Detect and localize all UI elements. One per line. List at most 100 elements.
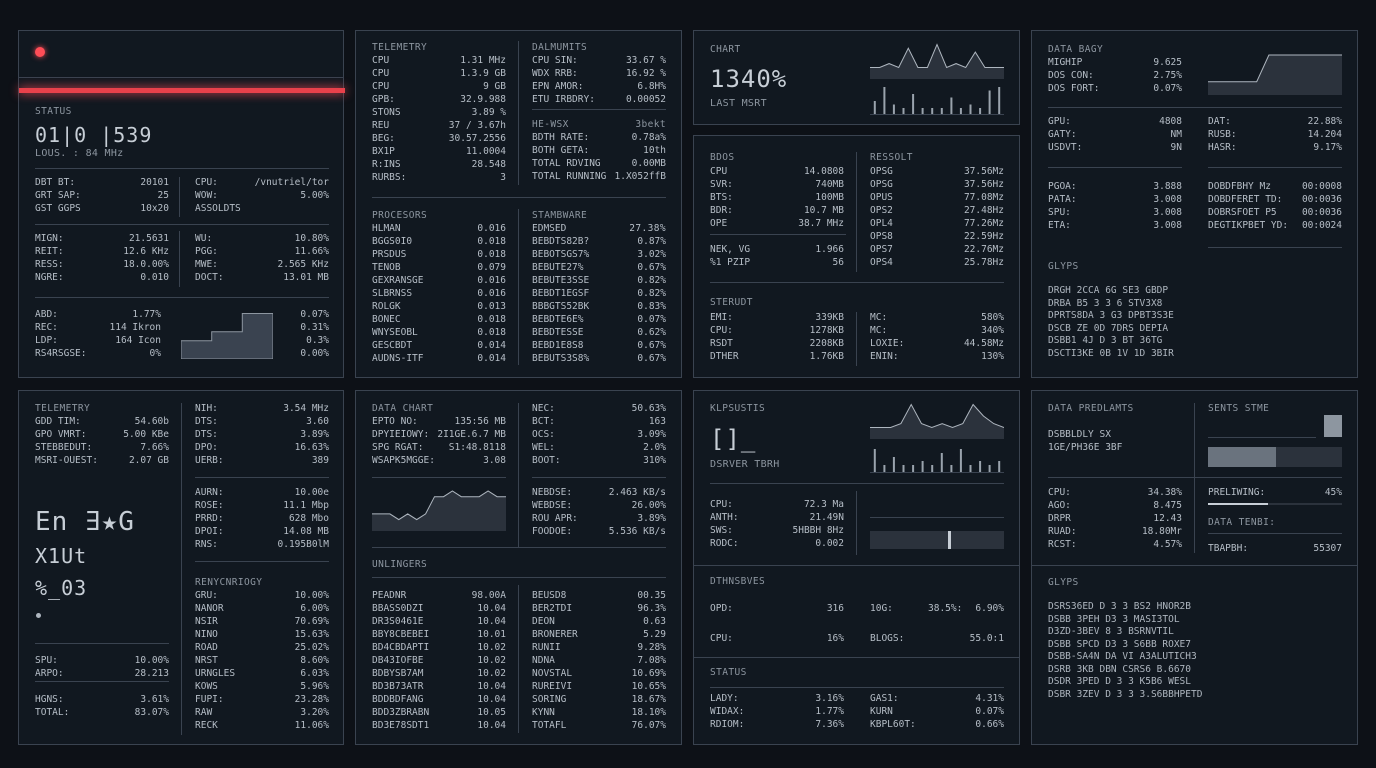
prel-progress-bar bbox=[1208, 503, 1342, 505]
nec-key: NEC: bbox=[532, 403, 555, 414]
renycnriogy-key: NANOR bbox=[195, 603, 224, 614]
telemetry-value: 32.9.988 bbox=[460, 94, 506, 105]
telemetry2-right-top-key: DTS: bbox=[195, 429, 218, 440]
prel-label: PRELIWING: bbox=[1208, 487, 1266, 498]
stambware-key: BEBUTS3S8% bbox=[532, 353, 590, 364]
glyphs-block: DRGH 2CCA 6G SE3 GBDP DRBA B5 3 3 6 STV3X… bbox=[1048, 285, 1174, 360]
nek-value: 56 bbox=[832, 257, 844, 268]
data-predlamts-key: 1GE/PH36E 3BF bbox=[1048, 442, 1123, 453]
mc-key: LOXIE: bbox=[870, 338, 905, 349]
he-key: TOTAL RUNNING bbox=[532, 171, 607, 182]
dat-value: 9.17% bbox=[1313, 142, 1342, 153]
gpu-value: 4808 bbox=[1159, 116, 1182, 127]
glyphs-line: DSCB ZE 0D 7DRS DEPIA bbox=[1048, 322, 1169, 334]
klpsustis-bars-bar bbox=[940, 453, 943, 473]
klpsustis-label: KLPSUSTIS bbox=[710, 403, 766, 414]
unlingers-left-value: 10.02 bbox=[477, 668, 506, 679]
telemetry2-right-mid-value: 628 Mbo bbox=[288, 513, 329, 524]
unlingers-left-key: BDBYSB7AM bbox=[372, 668, 424, 679]
telemetry-key: CPU bbox=[372, 68, 390, 79]
dec-key: DOBDFBHY Mz bbox=[1208, 181, 1271, 192]
dalmumits-value: 33.67 % bbox=[625, 55, 666, 66]
he-key: BDTH RATE: bbox=[532, 132, 590, 143]
dalmumits-value: 16.92 % bbox=[625, 68, 666, 79]
unlingers-right-key: TOTAFL bbox=[532, 720, 567, 731]
nebdse-value: 3.89% bbox=[637, 513, 666, 524]
ressolt-value: 27.48Hz bbox=[963, 205, 1004, 216]
renycnriogy-value: 3.20% bbox=[300, 707, 329, 718]
klpsustis-slider[interactable] bbox=[870, 531, 1004, 549]
telemetry2-right-mid-value: 14.08 MB bbox=[283, 526, 329, 537]
chart-bars-bar bbox=[988, 90, 991, 115]
chart-sub-label: LAST MSRT bbox=[710, 98, 767, 109]
he-key: BOTH GETA: bbox=[532, 145, 590, 156]
processors-value: 0.014 bbox=[477, 340, 506, 351]
dat-key: HASR: bbox=[1208, 142, 1237, 153]
unlingers-right-value: 18.10% bbox=[631, 707, 666, 718]
telemetry2-last-value: 3.61% bbox=[140, 694, 169, 705]
stambware-value: 0.82% bbox=[637, 288, 666, 299]
unlingers-right-value: 18.67% bbox=[631, 694, 666, 705]
ressolt-key: OPUS bbox=[870, 192, 893, 203]
status-mid-left-key: NGRE: bbox=[35, 272, 64, 283]
ressolt-key: OPL4 bbox=[870, 218, 893, 229]
telemetry-value: 9 GB bbox=[483, 81, 506, 92]
ressolt-label: RESSOLT bbox=[870, 152, 913, 163]
he-key: TOTAL RDVING bbox=[532, 158, 601, 169]
panel-telemetry: TELEMETRY CPU 1.31 MHz CPU 1.3.9 GB CPU 9 GB G… bbox=[355, 30, 682, 378]
dec-value: 00:0036 bbox=[1301, 194, 1342, 205]
data-chart-area bbox=[372, 491, 506, 531]
telemetry-value: 37 / 3.67h bbox=[448, 120, 506, 131]
unlingers-left-value: 98.00A bbox=[471, 590, 506, 601]
data-predlamts-key: DSBBLDLY SX bbox=[1048, 429, 1111, 440]
telemetry2-last-value: 83.07% bbox=[134, 707, 169, 718]
data-predlamts-values-key: AGO: bbox=[1048, 500, 1071, 511]
data-bagy-top-key: MIGHIP bbox=[1048, 57, 1083, 68]
chart-bars-bar bbox=[940, 108, 943, 115]
stambware-key: BEBDTE6E% bbox=[532, 314, 584, 325]
stambware-value: 0.67% bbox=[637, 353, 666, 364]
chart-line-graph bbox=[870, 43, 1004, 79]
status2-right-key: GAS1: bbox=[870, 693, 899, 704]
status-left-key: GRT SAP: bbox=[35, 190, 81, 201]
status2-left-value: 7.36% bbox=[815, 719, 844, 730]
bdos-key: SVR: bbox=[710, 179, 733, 190]
data-predlamts-values-value: 8.475 bbox=[1153, 500, 1182, 511]
dat-value: 22.88% bbox=[1307, 116, 1342, 127]
klpsustis-bars-bar bbox=[873, 449, 876, 473]
status-mid-right-key: WU: bbox=[195, 233, 213, 244]
renycnriogy-key: FUPI: bbox=[195, 694, 224, 705]
panel-status-header bbox=[19, 31, 343, 78]
dec-value: 00:0036 bbox=[1301, 207, 1342, 218]
data-chart-key: WSAPK5MGGE: bbox=[372, 455, 435, 466]
gpu-key: USDVT: bbox=[1048, 142, 1083, 153]
telemetry2-right-mid-key: RNS: bbox=[195, 539, 218, 550]
klpsustis-big-value: []_ bbox=[710, 425, 757, 453]
dthnsbves-right-key: 10G: bbox=[870, 603, 893, 614]
unlingers-left-value: 10.04 bbox=[477, 720, 506, 731]
glyphs2-line: D3ZD-3BEV 8 3 BSRNVTIL bbox=[1048, 626, 1174, 637]
sterudt-key: DTHER bbox=[710, 351, 739, 362]
telemetry2-right-mid-key: DPOI: bbox=[195, 526, 224, 537]
status-mid-left-key: MIGN: bbox=[35, 233, 64, 244]
ressolt-value: 25.78Hz bbox=[963, 257, 1004, 268]
slider-handle-icon[interactable] bbox=[948, 531, 951, 549]
dalmumits-label: DALMUMITS bbox=[532, 42, 588, 53]
status2-left-key: WIDAX: bbox=[710, 706, 745, 717]
telemetry2-right-top-value: 389 bbox=[311, 455, 329, 466]
glyphs-line: DSBB1 4J D 3 BT 36TG bbox=[1048, 335, 1163, 346]
status-area-chart bbox=[181, 313, 273, 359]
renycnriogy-value: 10.00% bbox=[294, 590, 329, 601]
telemetry2-right-top-key: UERB: bbox=[195, 455, 224, 466]
chart-bars-bar bbox=[892, 104, 895, 115]
telemetry2-bottom-value: 10.00% bbox=[134, 655, 169, 666]
ressolt-key: OPS2 bbox=[870, 205, 893, 216]
status2-label: STATUS bbox=[710, 667, 747, 678]
data-chart-area-graph bbox=[372, 490, 506, 531]
bdos-value: 14.0808 bbox=[803, 166, 844, 177]
unlingers-right-key: DEON bbox=[532, 616, 555, 627]
dec-key: DEGTIKPBET YD: bbox=[1208, 220, 1289, 231]
glyphs2-line: DSBB SPCD D3 3 S6BB ROXE7 bbox=[1048, 638, 1191, 650]
sents-stme-bar bbox=[1208, 447, 1342, 467]
stambware-key: BEBDT1EGSF bbox=[532, 288, 590, 299]
